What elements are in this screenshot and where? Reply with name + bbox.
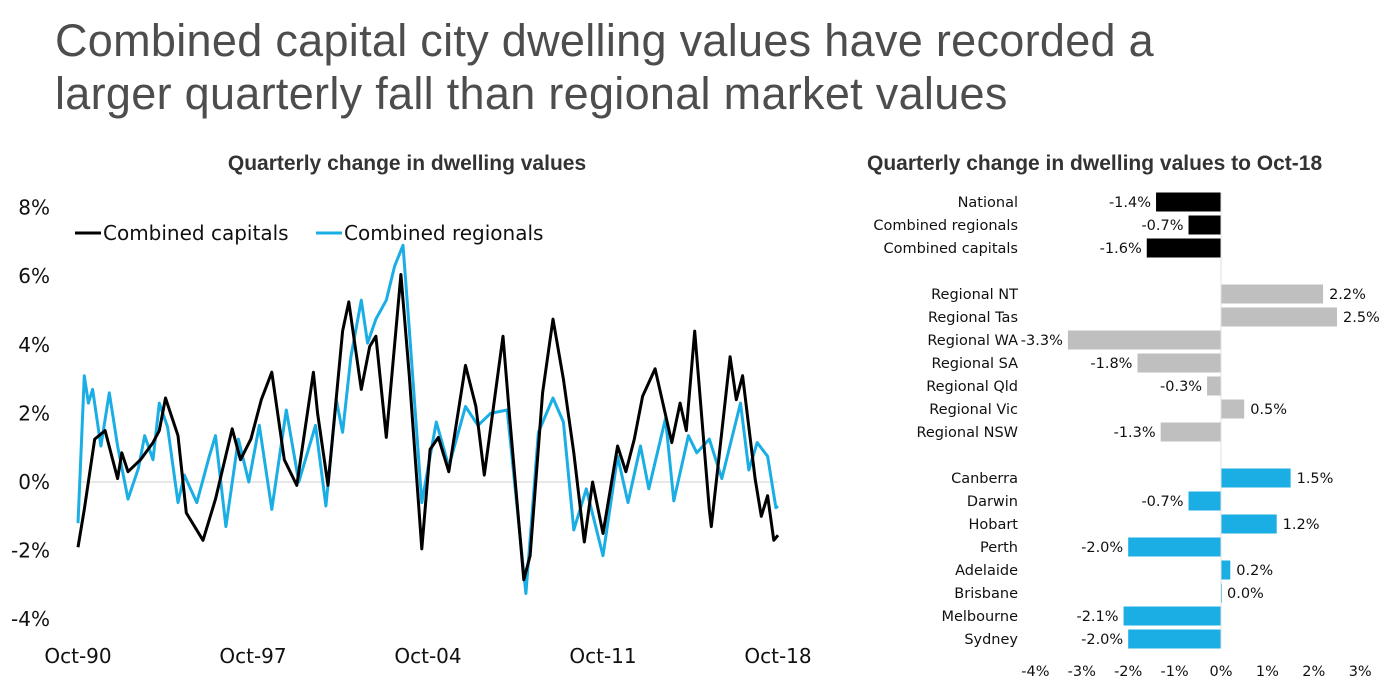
category-label: Perth: [980, 540, 1018, 556]
category-label: Regional NT: [931, 287, 1018, 303]
category-label: Combined capitals: [883, 241, 1018, 257]
category-label: Regional Vic: [929, 402, 1018, 418]
category-label: Canberra: [951, 471, 1018, 487]
legend-label: Combined capitals: [103, 221, 289, 245]
bar: [1221, 514, 1277, 534]
bar: [1160, 422, 1221, 442]
bar: [1188, 215, 1221, 235]
category-label: National: [958, 195, 1018, 211]
bar: [1146, 238, 1221, 258]
bar: [1221, 284, 1324, 304]
data-label: -1.8%: [1090, 356, 1132, 372]
category-label: Regional SA: [931, 356, 1018, 372]
x-tick-label: 1%: [1256, 664, 1279, 680]
line-chart: 8% 6% 4% 2% 0% -2% -4% Oct-90 Oct-97 Oct-04 Oct-11…: [11, 196, 812, 668]
category-label: Brisbane: [954, 586, 1018, 602]
y-tick-label: 2%: [18, 401, 50, 425]
bar: [1221, 560, 1231, 580]
data-label: 2.2%: [1329, 287, 1366, 303]
data-label: 0.5%: [1250, 402, 1287, 418]
page-title: Combined capital city dwelling values ha…: [55, 14, 1154, 120]
data-label: -0.7%: [1141, 218, 1183, 234]
category-label: Adelaide: [955, 563, 1018, 579]
y-tick-label: 0%: [18, 470, 50, 494]
bar: [1123, 606, 1221, 626]
data-label: -3.3%: [1021, 333, 1063, 349]
x-tick-label: 2%: [1302, 664, 1325, 680]
y-tick-label: -2%: [11, 539, 50, 563]
data-label: 1.2%: [1283, 517, 1320, 533]
page-title-line-1: Combined capital city dwelling values ha…: [55, 15, 1154, 66]
bar: [1221, 399, 1245, 419]
page-title-line-2: larger quarterly fall than regional mark…: [55, 68, 1008, 119]
data-label: -0.3%: [1160, 379, 1202, 395]
bar-chart-title: Quarterly change in dwelling values to O…: [867, 152, 1322, 175]
data-label: -0.7%: [1141, 494, 1183, 510]
bar: [1221, 468, 1291, 488]
x-tick-label: Oct-18: [744, 644, 811, 668]
x-tick-label: 0%: [1209, 664, 1232, 680]
series-line-combined-capitals: [76, 273, 780, 582]
data-label: -2.0%: [1081, 632, 1123, 648]
data-label: 0.2%: [1236, 563, 1273, 579]
data-label: -1.4%: [1109, 195, 1151, 211]
category-label: Darwin: [967, 494, 1018, 510]
bar: [1207, 376, 1221, 396]
x-tick-label: 3%: [1349, 664, 1372, 680]
x-tick-label: -1%: [1160, 664, 1188, 680]
bar: [1188, 491, 1221, 511]
x-tick-label: Oct-11: [569, 644, 636, 668]
x-tick-label: -4%: [1021, 664, 1049, 680]
data-label: 1.5%: [1297, 471, 1334, 487]
bar: [1067, 330, 1221, 350]
y-tick-label: -4%: [11, 607, 50, 631]
category-label: Regional Tas: [928, 310, 1018, 326]
x-tick-label: -2%: [1114, 664, 1142, 680]
data-label: -1.3%: [1114, 425, 1156, 441]
category-label: Hobart: [968, 517, 1018, 533]
x-tick-label: Oct-97: [219, 644, 286, 668]
bar: [1128, 629, 1221, 649]
x-tick-label: -3%: [1068, 664, 1096, 680]
legend-label: Combined regionals: [344, 221, 543, 245]
bar-chart: National -1.4% Combined regionals -0.7% Comb…: [873, 192, 1380, 680]
y-tick-label: 4%: [18, 333, 50, 357]
y-tick-label: 6%: [18, 264, 50, 288]
bar: [1137, 353, 1221, 373]
category-label: Melbourne: [941, 609, 1018, 625]
data-label: -2.0%: [1081, 540, 1123, 556]
y-tick-label: 8%: [18, 196, 50, 220]
x-tick-label: Oct-90: [44, 644, 111, 668]
line-chart-title: Quarterly change in dwelling values: [228, 152, 586, 175]
data-label: 0.0%: [1227, 586, 1264, 602]
data-label: -1.6%: [1100, 241, 1142, 257]
category-label: Combined regionals: [873, 218, 1018, 234]
category-label: Regional Qld: [926, 379, 1018, 395]
category-label: Sydney: [964, 632, 1018, 648]
x-tick-label: Oct-04: [394, 644, 461, 668]
category-label: Regional NSW: [916, 425, 1018, 441]
bar: [1221, 307, 1337, 327]
series-line-combined-regionals: [76, 243, 779, 595]
bar: [1156, 192, 1221, 212]
category-label: Regional WA: [927, 333, 1018, 349]
data-label: 2.5%: [1343, 310, 1380, 326]
data-label: -2.1%: [1076, 609, 1118, 625]
bar: [1128, 537, 1221, 557]
